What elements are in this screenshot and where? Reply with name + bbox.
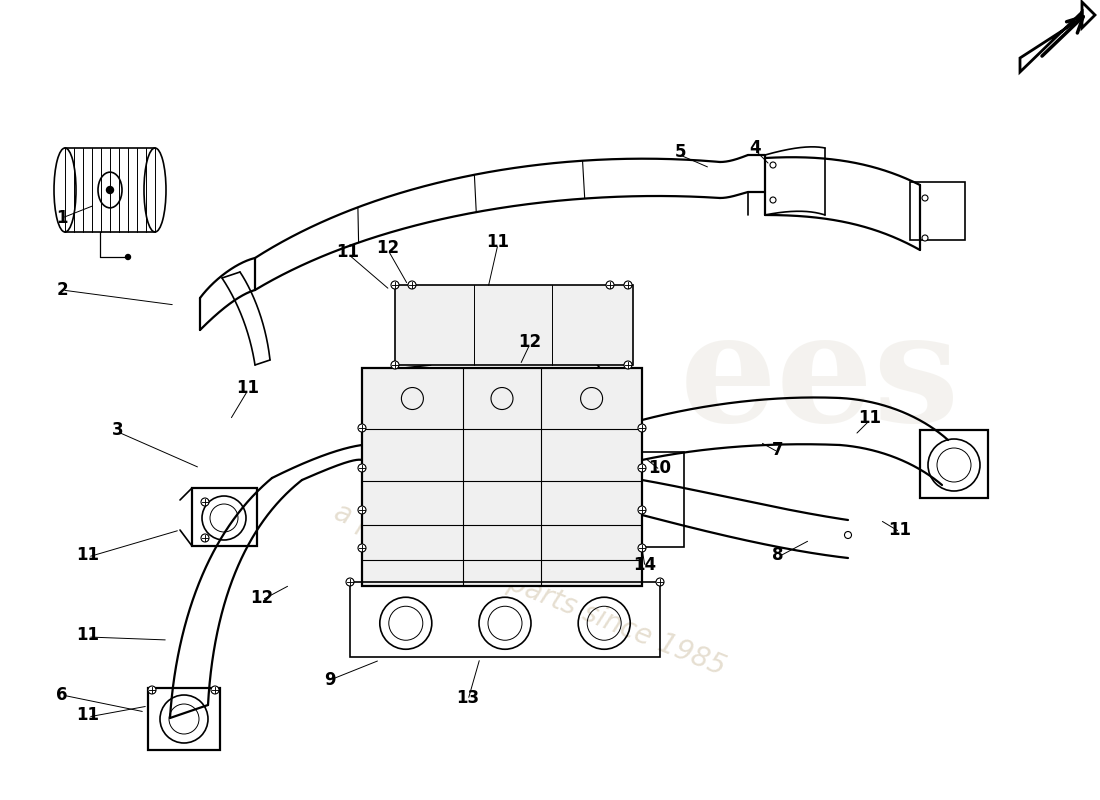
Circle shape: [408, 281, 416, 289]
Circle shape: [606, 281, 614, 289]
Bar: [910, 182, 965, 240]
Bar: [642, 452, 684, 547]
Text: 11: 11: [77, 546, 99, 564]
Text: 5: 5: [674, 143, 685, 161]
Bar: [362, 368, 642, 586]
Circle shape: [201, 498, 209, 506]
Text: 10: 10: [649, 459, 671, 477]
Circle shape: [624, 281, 632, 289]
Circle shape: [770, 197, 776, 203]
Text: 12: 12: [518, 333, 541, 351]
Circle shape: [358, 424, 366, 432]
Bar: [395, 285, 632, 365]
Circle shape: [656, 578, 664, 586]
Text: 11: 11: [486, 233, 509, 251]
Text: 11: 11: [236, 379, 260, 397]
Text: 8: 8: [772, 546, 783, 564]
Text: 9: 9: [324, 671, 336, 689]
Circle shape: [638, 464, 646, 472]
Circle shape: [638, 424, 646, 432]
Circle shape: [845, 531, 851, 538]
Text: a passion for parts since 1985: a passion for parts since 1985: [330, 498, 729, 682]
Text: 7: 7: [772, 441, 784, 459]
Text: 12: 12: [251, 589, 274, 607]
Circle shape: [201, 534, 209, 542]
Circle shape: [390, 361, 399, 369]
Circle shape: [358, 464, 366, 472]
Circle shape: [211, 686, 219, 694]
Circle shape: [346, 578, 354, 586]
Circle shape: [624, 361, 632, 369]
Circle shape: [358, 544, 366, 552]
Text: 6: 6: [56, 686, 68, 704]
Circle shape: [638, 544, 646, 552]
Text: 4: 4: [749, 139, 761, 157]
Circle shape: [125, 254, 131, 259]
Bar: [148, 688, 220, 750]
Circle shape: [770, 162, 776, 168]
Text: ees: ees: [680, 306, 960, 454]
Text: 11: 11: [337, 243, 360, 261]
Text: 11: 11: [858, 409, 881, 427]
Circle shape: [922, 195, 928, 201]
Text: 14: 14: [634, 556, 657, 574]
Circle shape: [358, 506, 366, 514]
Text: 3: 3: [112, 421, 124, 439]
Text: 11: 11: [77, 706, 99, 724]
Text: 1: 1: [56, 209, 68, 227]
Bar: [350, 582, 660, 657]
Circle shape: [638, 506, 646, 514]
Circle shape: [148, 686, 156, 694]
Circle shape: [922, 235, 928, 241]
Circle shape: [390, 281, 399, 289]
Text: 11: 11: [889, 521, 912, 539]
Text: 11: 11: [77, 626, 99, 644]
Text: 12: 12: [376, 239, 399, 257]
Bar: [920, 430, 988, 498]
Text: 2: 2: [56, 281, 68, 299]
Bar: [192, 488, 257, 546]
Circle shape: [107, 186, 113, 194]
Text: 13: 13: [456, 689, 480, 707]
